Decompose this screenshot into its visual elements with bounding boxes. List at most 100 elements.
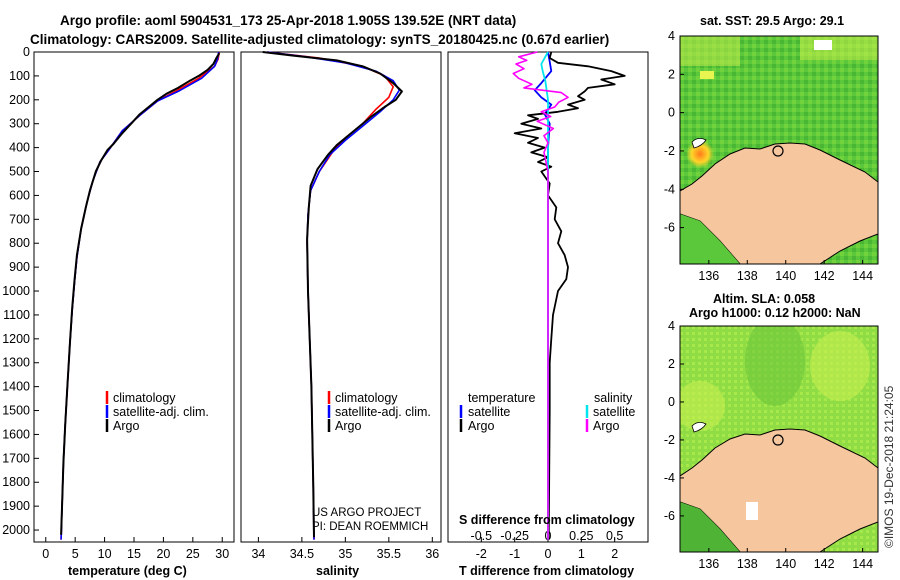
legend-satellite-label: satellite-adj. clim. — [335, 405, 431, 419]
difference-legend: temperature salinity satellite Argo sate… — [459, 391, 635, 433]
sla-map-frame — [679, 325, 879, 553]
difference-line-temp-argo — [513, 51, 626, 540]
salinity-panel: 34 34.5 35 35.5 36 climatology satellite-adj… — [240, 51, 442, 578]
legend-satellite-label: satellite-adj. clim. — [113, 405, 209, 419]
map-lon-label: 140 — [775, 557, 796, 571]
sst-land-new-guinea — [680, 142, 878, 264]
sla-map-axes: 136 138 140 142 144 4 2 0 -2 -4 -6 — [664, 319, 873, 571]
depth-tick-label: 1700 — [2, 451, 30, 465]
depth-axis: 0 100 200 300 400 500 600 700 800 900 1000 1100 1200… — [2, 45, 453, 537]
temperature-x-tick-label: 15 — [127, 547, 141, 561]
sla-argo-marker — [772, 434, 784, 446]
map-lon-label: 138 — [737, 557, 758, 571]
map-lon-label: 142 — [814, 269, 835, 283]
sst-map-title: sat. SST: 29.5 Argo: 29.1 — [700, 14, 844, 28]
depth-tick-label: 100 — [9, 69, 30, 83]
map-lat-label: 2 — [668, 67, 675, 81]
depth-tick-label: 700 — [9, 212, 30, 226]
temperature-legend: climatology satellite-adj. clim. Argo — [105, 391, 209, 433]
map-lon-label: 140 — [775, 269, 796, 283]
temperature-series — [60, 51, 221, 540]
temperature-line-argo — [60, 52, 221, 535]
temperature-panel: 0100200300400500600700800900100011001200… — [2, 45, 453, 578]
depth-tick-label: 600 — [9, 188, 30, 202]
sla-map: Altim. SLA: 0.058 Argo h1000: 0.12 h2000… — [664, 292, 879, 571]
sst-warm-patch — [800, 36, 878, 60]
salinity-x-tick-label: 35.5 — [377, 547, 401, 561]
map-lon-label: 142 — [814, 557, 835, 571]
map-lat-label: -6 — [664, 221, 675, 235]
depth-tick-label: 400 — [9, 141, 30, 155]
sla-land-new-guinea — [680, 428, 878, 552]
sst-map-axes: 136 138 140 142 144 4 2 0 -2 -4 -6 — [664, 29, 873, 283]
legend-climatology-label: climatology — [335, 391, 398, 405]
sla-sea-south — [680, 502, 740, 552]
legend-sal-satellite-label: satellite — [593, 405, 635, 419]
map-lat-label: 4 — [668, 29, 675, 43]
salinity-difference-tick-label: -0.5 — [471, 529, 493, 543]
map-lat-label: 4 — [668, 319, 675, 333]
map-lat-label: 0 — [668, 106, 675, 120]
sst-sea-south — [680, 214, 740, 264]
depth-tick-label: 1100 — [3, 308, 30, 322]
sla-missing-patch — [746, 502, 758, 520]
legend-temp-argo-label: Argo — [468, 419, 494, 433]
depth-tick-label: 0 — [23, 45, 30, 59]
temperature-x-tick-label: 20 — [156, 547, 170, 561]
difference-panel: -2 -1 0 1 2-0.5 -0.25 0 0.25 0.5 temperature sal… — [447, 51, 649, 578]
sst-warm-patch — [700, 71, 714, 79]
sla-high-zone — [810, 331, 870, 401]
depth-tick-label: 1500 — [2, 404, 30, 418]
salinity-x-tick-label: 34.5 — [290, 547, 314, 561]
temperature-x-label: temperature (deg C) — [68, 564, 187, 578]
depth-tick-label: 200 — [9, 93, 30, 107]
sst-map: sat. SST: 29.5 Argo: 29.1 136 138 140 142 14… — [664, 14, 879, 283]
difference-series — [512, 51, 626, 540]
temperature-x-tick-label: 5 — [72, 547, 79, 561]
sla-map-area — [680, 326, 878, 552]
sst-missing-patch — [814, 40, 832, 50]
depth-tick-label: 1600 — [2, 427, 30, 441]
salinity-difference-tick-label: -0.25 — [500, 529, 529, 543]
temperature-x-tick-label: 25 — [186, 547, 200, 561]
salinity-difference-label: S difference from climatology — [459, 513, 635, 527]
sst-map-area — [680, 36, 878, 264]
temperature-difference-label: T difference from climatology — [459, 564, 634, 578]
salinity-x-tick-label: 35 — [338, 547, 352, 561]
depth-tick-label: 300 — [9, 117, 30, 131]
temperature-difference-x-tick-label: 2 — [611, 547, 618, 561]
depth-tick-label: 1300 — [2, 356, 30, 370]
legend-salinity-heading: salinity — [594, 391, 633, 405]
sla-map-title-line2: Argo h1000: 0.12 h2000: NaN — [689, 306, 861, 320]
sst-warm-patch — [680, 36, 740, 66]
legend-temp-satellite-label: satellite — [468, 405, 510, 419]
legend-climatology-label: climatology — [113, 391, 176, 405]
salinity-line-argo — [262, 51, 403, 538]
map-lat-label: -2 — [664, 144, 675, 158]
sla-map-title-line1: Altim. SLA: 0.058 — [713, 292, 815, 306]
depth-tick-label: 1800 — [2, 475, 30, 489]
depth-tick-label: 1400 — [2, 380, 30, 394]
depth-tick-label: 900 — [9, 260, 30, 274]
map-lat-label: 0 — [668, 395, 675, 409]
depth-tick-label: 1900 — [2, 499, 30, 513]
temperature-difference-x-tick-label: 1 — [578, 547, 585, 561]
map-lon-label: 144 — [852, 269, 873, 283]
legend-sal-argo-label: Argo — [593, 419, 619, 433]
depth-tick-label: 1200 — [2, 332, 30, 346]
temperature-x-tick-label: 0 — [42, 547, 49, 561]
map-lon-label: 136 — [698, 269, 719, 283]
map-lat-label: -2 — [664, 433, 675, 447]
legend-temperature-heading: temperature — [468, 391, 535, 405]
temperature-x-tick-label: 10 — [98, 547, 112, 561]
map-lat-label: -4 — [664, 182, 675, 196]
sst-island — [691, 138, 707, 149]
map-lon-label: 144 — [852, 557, 873, 571]
temperature-x-tick-label: 30 — [215, 547, 229, 561]
salinity-x-axis: 34 34.5 35 35.5 36 — [251, 537, 439, 561]
figure-title-line1: Argo profile: aoml 5904531_173 25-Apr-20… — [60, 13, 516, 28]
difference-line-sal-argo — [512, 51, 569, 540]
sla-low-zone — [745, 326, 805, 406]
map-lat-label: 2 — [668, 357, 675, 371]
